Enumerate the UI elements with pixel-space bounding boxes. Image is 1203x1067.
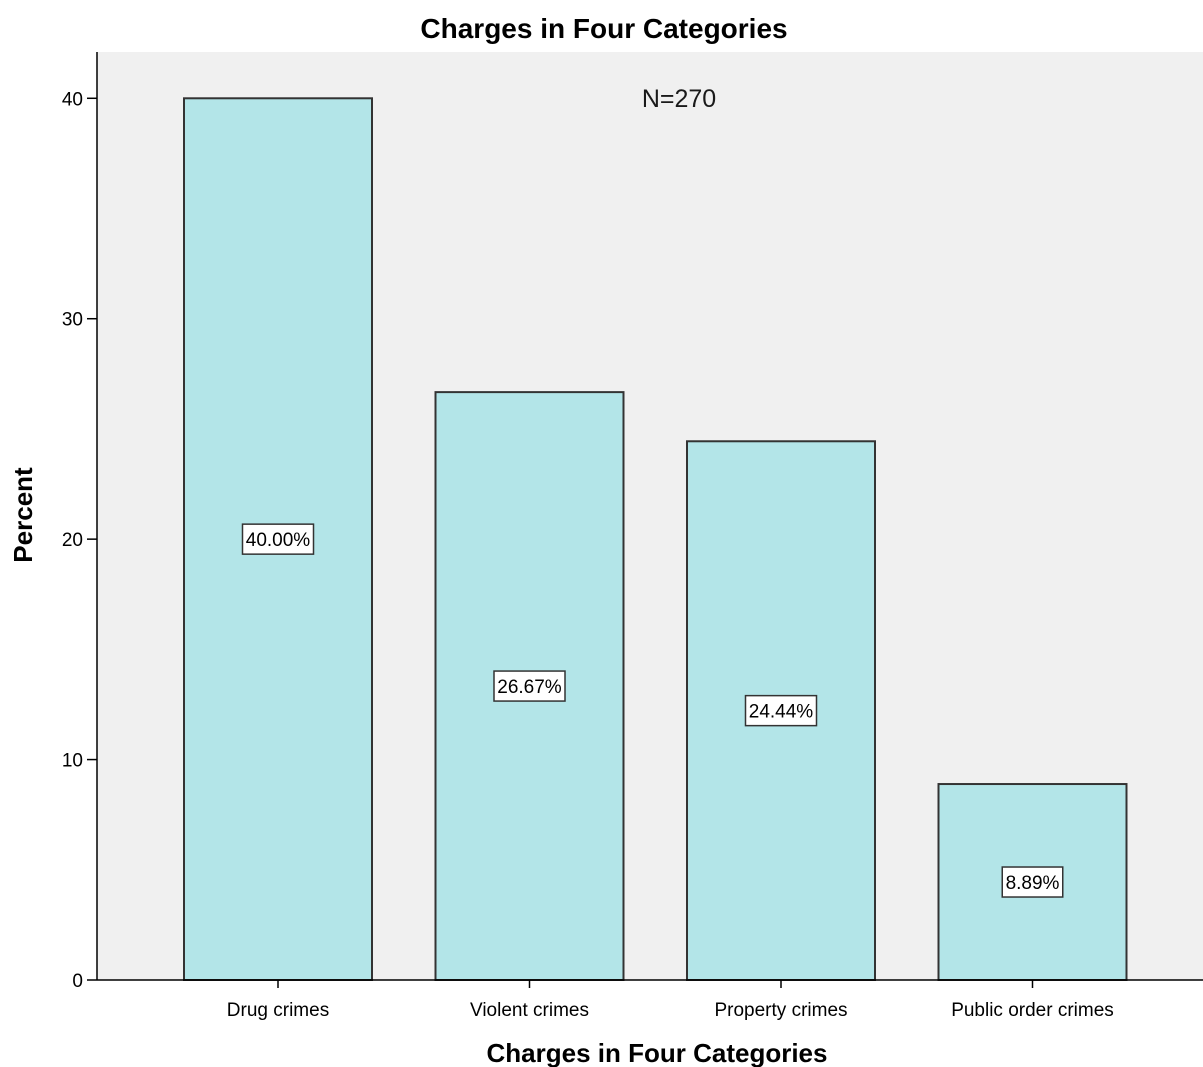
x-tick-label-0: Drug crimes [227, 1000, 329, 1021]
x-tick-label-1: Violent crimes [470, 1000, 589, 1021]
x-tick-label-3: Public order crimes [951, 1000, 1114, 1021]
data-label-3: 8.89% [1006, 873, 1060, 894]
sample-size-annotation: N=270 [642, 85, 716, 113]
x-tick-label-2: Property crimes [714, 1000, 847, 1021]
data-label-0: 40.00% [246, 530, 311, 551]
y-tick-label-2: 20 [62, 530, 83, 551]
data-label-box-2 [744, 694, 818, 727]
x-axis-title: Charges in Four Categories [487, 1038, 828, 1067]
y-tick-label-4: 40 [62, 89, 83, 110]
data-label-box-1 [493, 670, 566, 702]
chart-title: Charges in Four Categories [420, 13, 787, 44]
y-tick-label-3: 30 [62, 310, 83, 331]
data-label-2: 24.44% [749, 702, 814, 723]
y-tick-label-0: 0 [72, 971, 83, 992]
data-label-box-0 [241, 523, 315, 555]
data-label-box-3 [1001, 866, 1064, 898]
data-labels-group: 40.00% 26.67% 24.44% 8.89% [241, 523, 1064, 898]
y-tick-label-1: 10 [62, 751, 83, 772]
y-axis-title: Percent [8, 467, 38, 563]
data-label-1: 26.67% [497, 677, 562, 698]
axes-group: Drug crimes Violent crimes Property crimes… [62, 52, 1203, 1021]
